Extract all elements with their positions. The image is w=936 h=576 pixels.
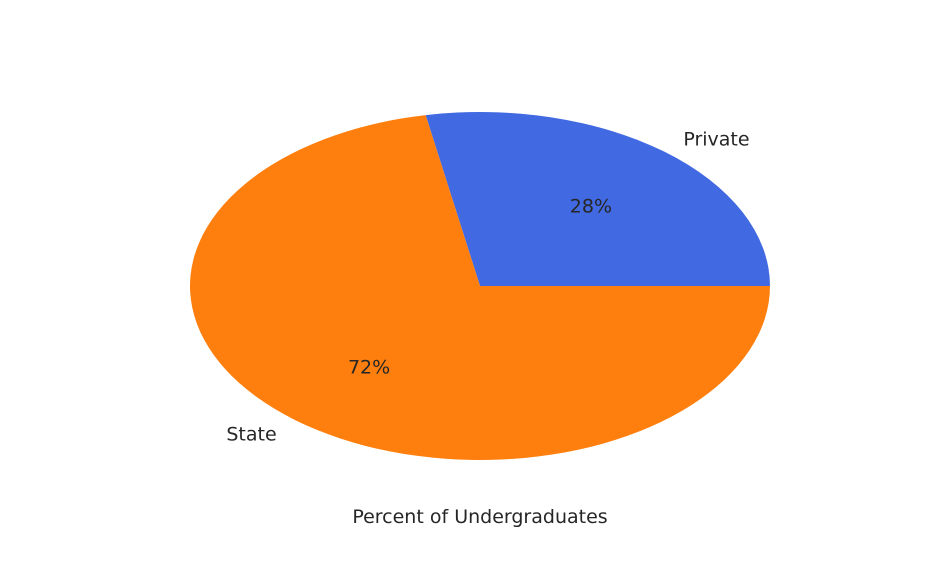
x-axis-label: Percent of Undergraduates [352,506,607,528]
slice-percent-private: 28% [570,196,612,218]
pie-slice-state [189,115,770,460]
slice-percent-state: 72% [348,356,390,378]
slice-label-private: Private [683,129,749,151]
slice-label-state: State [226,423,276,445]
pie-slices [189,112,770,460]
pie-labels: Private 28% State 72% [226,129,749,446]
pie-slice-private [425,112,770,286]
